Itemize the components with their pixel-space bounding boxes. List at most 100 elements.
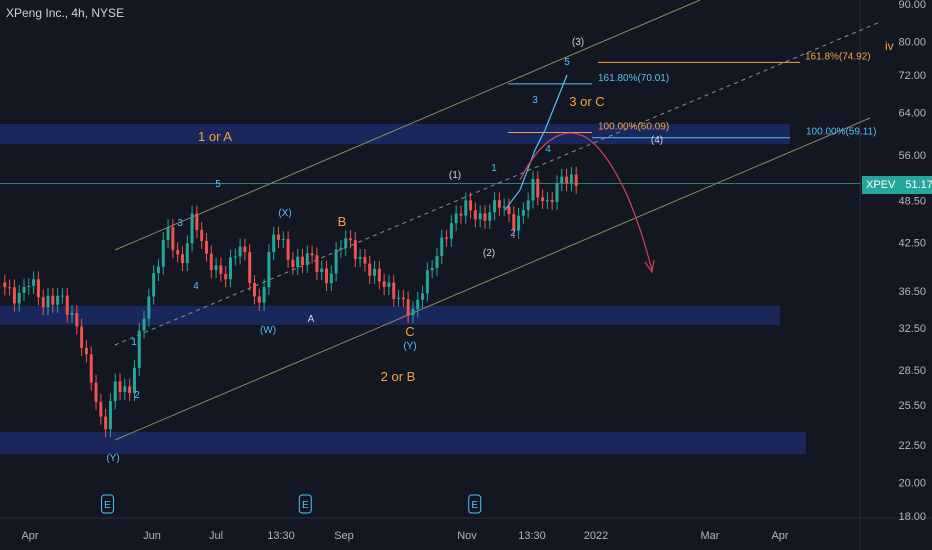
candle-body [401, 297, 405, 300]
candle-body [497, 200, 501, 208]
wave-label: (Y) [403, 341, 416, 352]
candle-body [8, 287, 12, 289]
candle-body [377, 268, 381, 282]
candle-body [550, 200, 554, 203]
candle-body [488, 212, 492, 221]
candle-body [132, 367, 136, 394]
candle-body [421, 293, 425, 300]
candle-body [200, 229, 204, 241]
projected-arrowhead [644, 259, 655, 274]
candle-body [51, 295, 55, 305]
candle-body [195, 213, 199, 230]
wave-label: 3 [532, 95, 538, 106]
candle-body [459, 213, 463, 216]
x-tick-label: 13:30 [267, 530, 295, 542]
wave-label: (W) [260, 325, 276, 336]
wave-label: 3 or C [569, 94, 604, 109]
candle-body [56, 295, 60, 305]
wave-label: A [308, 314, 315, 325]
x-tick-label: Apr [771, 530, 788, 542]
projected-path [519, 132, 653, 271]
fib-level-label: 161.8%(74.92) [805, 51, 871, 62]
wave-projection-line [504, 74, 568, 211]
earnings-label: E [471, 500, 478, 511]
candle-body [276, 234, 280, 240]
y-tick-label: 42.50 [898, 238, 926, 250]
candle-body [176, 250, 180, 255]
candle-body [84, 347, 88, 355]
wave-label: B [338, 214, 347, 229]
candle-body [411, 309, 415, 316]
candle-body [286, 239, 290, 260]
candle-body [161, 240, 165, 267]
earnings-marker [298, 494, 312, 514]
candle-body [296, 256, 300, 268]
y-tick-label: 20.00 [898, 477, 926, 489]
candle-body [12, 287, 16, 304]
candle-body [301, 256, 305, 266]
candle-body [224, 273, 228, 280]
y-tick-label: 18.00 [898, 511, 926, 523]
wave-label: (1) [449, 170, 461, 181]
candle-body [305, 253, 309, 266]
candle-body [560, 176, 564, 184]
candle-body [123, 386, 127, 393]
candle-body [382, 281, 386, 288]
candle-body [574, 174, 578, 187]
candle-body [464, 200, 468, 216]
candle-body [353, 240, 357, 259]
candle-body [545, 200, 549, 202]
fib-level-label: 161.80%(70.01) [598, 73, 669, 84]
x-tick-label: Apr [21, 530, 38, 542]
candle-body [228, 257, 232, 280]
y-tick-label: 25.50 [898, 400, 926, 412]
candle-body [99, 401, 103, 417]
candle-body [104, 416, 108, 430]
candle-body [493, 200, 497, 213]
wave-label: 1 [131, 337, 137, 348]
y-tick-label: 90.00 [898, 0, 926, 11]
candle-body [262, 287, 266, 303]
candle-body [209, 253, 213, 271]
symbol-label: XPEV [866, 179, 896, 191]
wave-label: 2 [134, 390, 140, 401]
candle-body [257, 296, 261, 303]
candle-body [291, 259, 295, 268]
candle-body [531, 178, 535, 201]
candle-body [565, 176, 569, 184]
wave-label: 3 [177, 218, 183, 229]
candle-body [454, 213, 458, 224]
channel-mid [114, 21, 881, 346]
candle-body [521, 210, 525, 216]
candle-body [32, 279, 36, 287]
candle-body [46, 295, 50, 308]
candle-body [334, 249, 338, 274]
candle-body [142, 318, 146, 331]
wave-label: (3) [572, 37, 584, 48]
candle-body [406, 299, 410, 316]
candle-body [41, 297, 45, 308]
y-tick-label: 28.50 [898, 365, 926, 377]
fib-level-label: 100.00%(59.11) [806, 127, 876, 138]
candle-body [344, 238, 348, 248]
wave-label: (Y) [106, 453, 119, 464]
candle-body [128, 386, 132, 394]
candle-body [469, 200, 473, 211]
x-tick-label: 2022 [584, 530, 608, 542]
wave-label: 2 [510, 228, 516, 239]
wave-label: 1 [491, 163, 497, 174]
channel-lower [114, 117, 871, 441]
candle-body [267, 252, 271, 288]
x-tick-label: Jun [143, 530, 161, 542]
candle-body [180, 254, 184, 264]
candle-body [60, 295, 64, 297]
candle-body [392, 282, 396, 299]
candle-body [445, 237, 449, 239]
candle-body [512, 214, 516, 231]
candle-body [435, 256, 439, 269]
candle-body [397, 297, 401, 299]
zone-1 [0, 124, 790, 144]
candle-body [325, 268, 329, 284]
